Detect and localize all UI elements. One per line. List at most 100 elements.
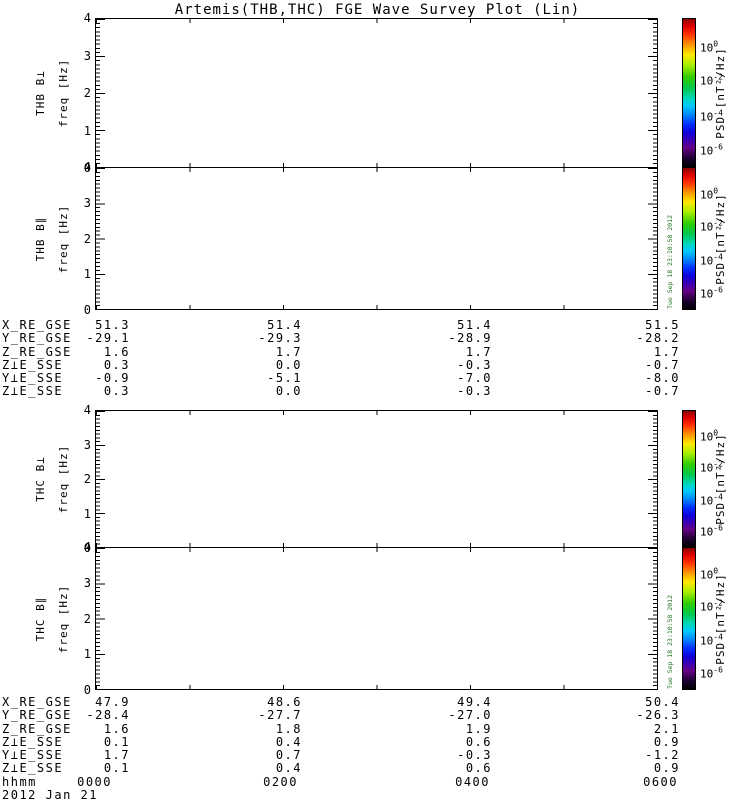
spectrogram-plot-area-thc-bperp[interactable] xyxy=(95,410,658,548)
tick-marks xyxy=(96,305,657,309)
ephemeris-value: 47.9 xyxy=(95,695,130,709)
colorbar-tick-label: 10-2 xyxy=(700,219,723,234)
ephemeris-value: 0.3 xyxy=(103,384,130,399)
ephemeris-row-label: Y⊥E_SSE xyxy=(2,371,64,386)
tick-marks xyxy=(96,685,657,689)
time-tick-label: 0400 xyxy=(455,774,490,789)
colorbar-tick-label: 10-4 xyxy=(700,492,723,508)
freq-axis-label: freq [Hz] xyxy=(57,204,70,273)
tick-marks xyxy=(648,168,657,309)
ephemeris-value: 1.8 xyxy=(275,721,302,736)
ephemeris-row-label: Z⊥E_SSE xyxy=(2,357,64,372)
ephemeris-value: -1.2 xyxy=(645,748,680,763)
y-tick-label: 2 xyxy=(83,86,91,100)
ephemeris-row: Y_RE_GSE -28.4 -27.7 -27.0 -26.3 xyxy=(0,709,750,722)
colorbar-tick-label: 10-6 xyxy=(700,524,723,539)
colorbar-tick-label: 10-2 xyxy=(700,459,723,475)
ephemeris-value: 51.3 xyxy=(95,318,130,332)
ephemeris-value: -0.9 xyxy=(95,371,130,386)
ephemeris-row-label: Z_RE_GSE xyxy=(2,344,72,359)
ephemeris-value: 1.7 xyxy=(103,748,130,763)
tick-marks xyxy=(96,543,657,547)
colorbar-tick-label: 100 xyxy=(700,186,719,202)
ephemeris-value: 50.4 xyxy=(645,695,680,709)
panel-axis-label: THC B⊥ xyxy=(34,456,47,502)
spectrogram-plot-area-thb-bperp[interactable] xyxy=(95,18,658,168)
ephemeris-value: 0.7 xyxy=(275,748,302,763)
ephemeris-row-label: X_RE_GSE xyxy=(2,318,72,332)
ephemeris-value: -8.0 xyxy=(645,371,680,386)
ephemeris-row-label: Y_RE_GSE xyxy=(2,331,72,346)
ephemeris-value: 0.9 xyxy=(653,761,680,776)
ephemeris-row: X_RE_GSE 47.9 48.6 49.4 50.4 xyxy=(0,696,750,709)
y-tick-label: 4 xyxy=(83,11,91,25)
ephemeris-value: -28.9 xyxy=(448,331,492,346)
ephemeris-row: Z⊥E_SSE 0.1 0.4 0.6 0.9 xyxy=(0,762,750,775)
y-tick-label: 2 xyxy=(83,611,91,626)
ephemeris-value: 0.0 xyxy=(275,384,302,399)
ephemeris-value: 1.7 xyxy=(653,344,680,359)
panel-group-thc-bperp: THC B⊥ freq [Hz] 4 3 2 1 0 100 10-2 10-4… xyxy=(0,404,750,554)
tick-marks xyxy=(648,19,657,167)
spectrogram-plot-area-thc-bpar[interactable] xyxy=(95,547,658,690)
ephemeris-value: -0.3 xyxy=(457,748,492,763)
ephemeris-block-thb: X_RE_GSE 51.3 51.4 51.4 51.5 Y_RE_GSE -2… xyxy=(0,319,750,399)
creation-timestamp: Tue Sep 18 23:10:58 2012 xyxy=(666,595,674,689)
psd-axis-label: PSD [nT²/Hz] xyxy=(714,433,727,525)
ephemeris-value: -0.7 xyxy=(645,384,680,399)
time-axis-label: hhmm xyxy=(2,774,37,789)
tick-marks xyxy=(648,548,657,689)
ephemeris-value: -5.1 xyxy=(267,371,302,386)
tick-marks xyxy=(96,548,657,552)
tick-marks xyxy=(96,411,105,547)
ephemeris-value: -28.2 xyxy=(636,331,680,346)
colorbar-tick-label: 10-4 xyxy=(700,252,723,268)
tick-marks xyxy=(96,163,657,167)
panel-group-thb-bpar: THB B∥ freq [Hz] 4 3 2 1 0 100 10-2 10-4… xyxy=(0,161,750,316)
ephemeris-value: 1.9 xyxy=(465,721,492,736)
ephemeris-row: Z⊥E_SSE 0.3 0.0 -0.3 -0.7 xyxy=(0,385,750,398)
psd-axis-label: PSD [nT²/Hz] xyxy=(714,572,727,665)
panel-group-thc-bpar: THC B∥ freq [Hz] 4 3 2 1 0 100 10-2 10-4… xyxy=(0,541,750,696)
ephemeris-row-label: Y_RE_GSE xyxy=(2,708,72,723)
colorbar-tick-label: 100 xyxy=(700,428,719,444)
tick-marks xyxy=(648,411,657,547)
panel-group-thb-bperp: THB B⊥ freq [Hz] 4 3 2 1 0 100 10-2 10-4… xyxy=(0,12,750,174)
time-axis-row: hhmm 0000 0200 0400 0600 xyxy=(0,774,750,789)
y-tick-label: 2 xyxy=(83,231,91,246)
colorbar-tick-label: 10-6 xyxy=(700,665,723,681)
ephemeris-value: 0.1 xyxy=(103,761,130,776)
colorbar-tick-label: 10-4 xyxy=(700,632,723,648)
ephemeris-value: 51.4 xyxy=(267,318,302,332)
y-tick-label: 3 xyxy=(83,575,91,590)
colorbar-tick-label: 10-6 xyxy=(700,142,723,158)
ephemeris-value: 2.1 xyxy=(653,721,680,736)
tick-marks xyxy=(96,19,105,167)
y-tick-label: 0 xyxy=(83,303,91,317)
ephemeris-row: Y⊥E_SSE 1.7 0.7 -0.3 -1.2 xyxy=(0,749,750,762)
ephemeris-value: 0.6 xyxy=(465,761,492,776)
ephemeris-value: 51.5 xyxy=(645,318,680,332)
ephemeris-row: Y⊥E_SSE -0.9 -5.1 -7.0 -8.0 xyxy=(0,372,750,385)
tick-marks xyxy=(96,168,657,172)
ephemeris-value: -27.0 xyxy=(448,708,492,723)
y-tick-label: 4 xyxy=(83,160,91,174)
ephemeris-value: 51.4 xyxy=(457,318,492,332)
y-tick-label: 2 xyxy=(83,472,91,486)
freq-axis-label: freq [Hz] xyxy=(57,58,70,128)
psd-colorbar xyxy=(682,547,696,690)
y-tick-label: 1 xyxy=(83,506,91,521)
ephemeris-value: -29.3 xyxy=(258,331,302,346)
panel-axis-label: THC B∥ xyxy=(34,596,47,641)
ephemeris-row-label: Y⊥E_SSE xyxy=(2,748,64,763)
y-tick-label: 3 xyxy=(83,48,91,63)
spectrogram-plot-area-thb-bpar[interactable] xyxy=(95,167,658,310)
ephemeris-row-label: Z_RE_GSE xyxy=(2,721,72,736)
ephemeris-value: -0.7 xyxy=(645,357,680,372)
ephemeris-row: Z_RE_GSE 1.6 1.8 1.9 2.1 xyxy=(0,721,750,736)
tick-marks xyxy=(96,168,105,309)
ephemeris-row-label: X_RE_GSE xyxy=(2,695,72,709)
ephemeris-value: -27.7 xyxy=(258,708,302,723)
date-label: 2012 Jan 21 xyxy=(2,788,98,800)
